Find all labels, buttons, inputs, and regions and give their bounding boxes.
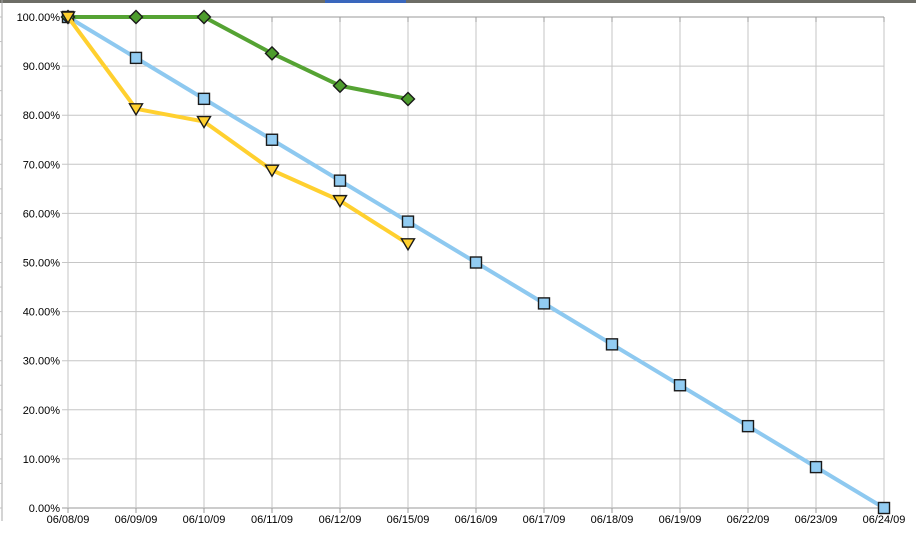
data-point-marker-green-diamond-series xyxy=(400,91,416,107)
data-point-marker-ideal-burndown-blue-squares xyxy=(265,133,279,146)
data-point-marker-ideal-burndown-blue-squares xyxy=(877,501,891,515)
data-point-marker-ideal-burndown-blue-squares xyxy=(605,338,619,351)
y-axis-label: 0.00% xyxy=(29,503,60,515)
data-point-marker-ideal-burndown-blue-squares xyxy=(673,379,687,392)
x-axis-label: 06/17/09 xyxy=(523,514,566,526)
data-point-marker-green-diamond-series xyxy=(128,9,144,25)
data-point-marker-ideal-burndown-blue-squares xyxy=(129,51,143,65)
data-point-marker-ideal-burndown-blue-squares xyxy=(401,215,415,228)
y-axis-label: 70.00% xyxy=(23,159,61,171)
x-axis-label: 06/16/09 xyxy=(455,514,498,526)
window-top-edge xyxy=(0,0,916,3)
y-axis-label: 50.00% xyxy=(23,258,61,270)
y-axis-label: 90.00% xyxy=(23,61,61,73)
data-point-marker-ideal-burndown-blue-squares xyxy=(197,92,211,106)
data-point-marker-yellow-triangle-series xyxy=(60,11,76,25)
x-axis-label: 06/15/09 xyxy=(387,514,430,526)
x-axis-label: 06/22/09 xyxy=(727,514,770,526)
data-point-marker-ideal-burndown-blue-squares xyxy=(333,174,347,187)
series-yellow-triangle-series xyxy=(66,15,410,246)
x-axis-label: 06/08/09 xyxy=(47,514,90,526)
data-point-marker-yellow-triangle-series xyxy=(128,103,144,117)
x-axis-label: 06/09/09 xyxy=(115,514,158,526)
data-point-marker-ideal-burndown-blue-squares xyxy=(537,297,551,310)
data-point-marker-ideal-burndown-blue-squares xyxy=(469,256,483,269)
series-green-diamond-series xyxy=(66,15,410,101)
series-line-green-diamond-series xyxy=(66,15,410,101)
y-axis-label: 10.00% xyxy=(23,454,61,466)
x-axis-label: 06/12/09 xyxy=(319,514,362,526)
data-point-marker-yellow-triangle-series xyxy=(332,194,348,209)
data-point-marker-yellow-triangle-series xyxy=(196,115,212,129)
y-axis-label: 30.00% xyxy=(23,356,61,368)
x-axis-label: 06/18/09 xyxy=(591,514,634,526)
data-point-marker-green-diamond-series xyxy=(264,45,280,61)
data-point-marker-green-diamond-series xyxy=(332,78,348,94)
x-axis-label: 06/23/09 xyxy=(795,514,838,526)
x-axis-label: 06/10/09 xyxy=(183,514,226,526)
y-axis-label: 80.00% xyxy=(23,110,61,122)
y-axis-label: 40.00% xyxy=(23,307,61,319)
y-axis-label: 60.00% xyxy=(23,208,61,220)
data-point-marker-yellow-triangle-series xyxy=(400,238,416,252)
y-axis-label: 100.00% xyxy=(17,12,61,24)
y-axis-label: 20.00% xyxy=(23,405,61,417)
window-top-edge-accent xyxy=(325,0,406,3)
x-axis-label: 06/11/09 xyxy=(251,514,293,526)
data-point-marker-yellow-triangle-series xyxy=(264,164,280,178)
data-point-marker-ideal-burndown-blue-squares xyxy=(809,460,823,474)
data-point-marker-ideal-burndown-blue-squares xyxy=(741,419,755,433)
x-axis-label: 06/19/09 xyxy=(659,514,702,526)
data-point-marker-green-diamond-series xyxy=(196,9,212,25)
series-line-yellow-triangle-series xyxy=(66,15,410,246)
x-axis-label: 06/24/09 xyxy=(863,514,906,526)
